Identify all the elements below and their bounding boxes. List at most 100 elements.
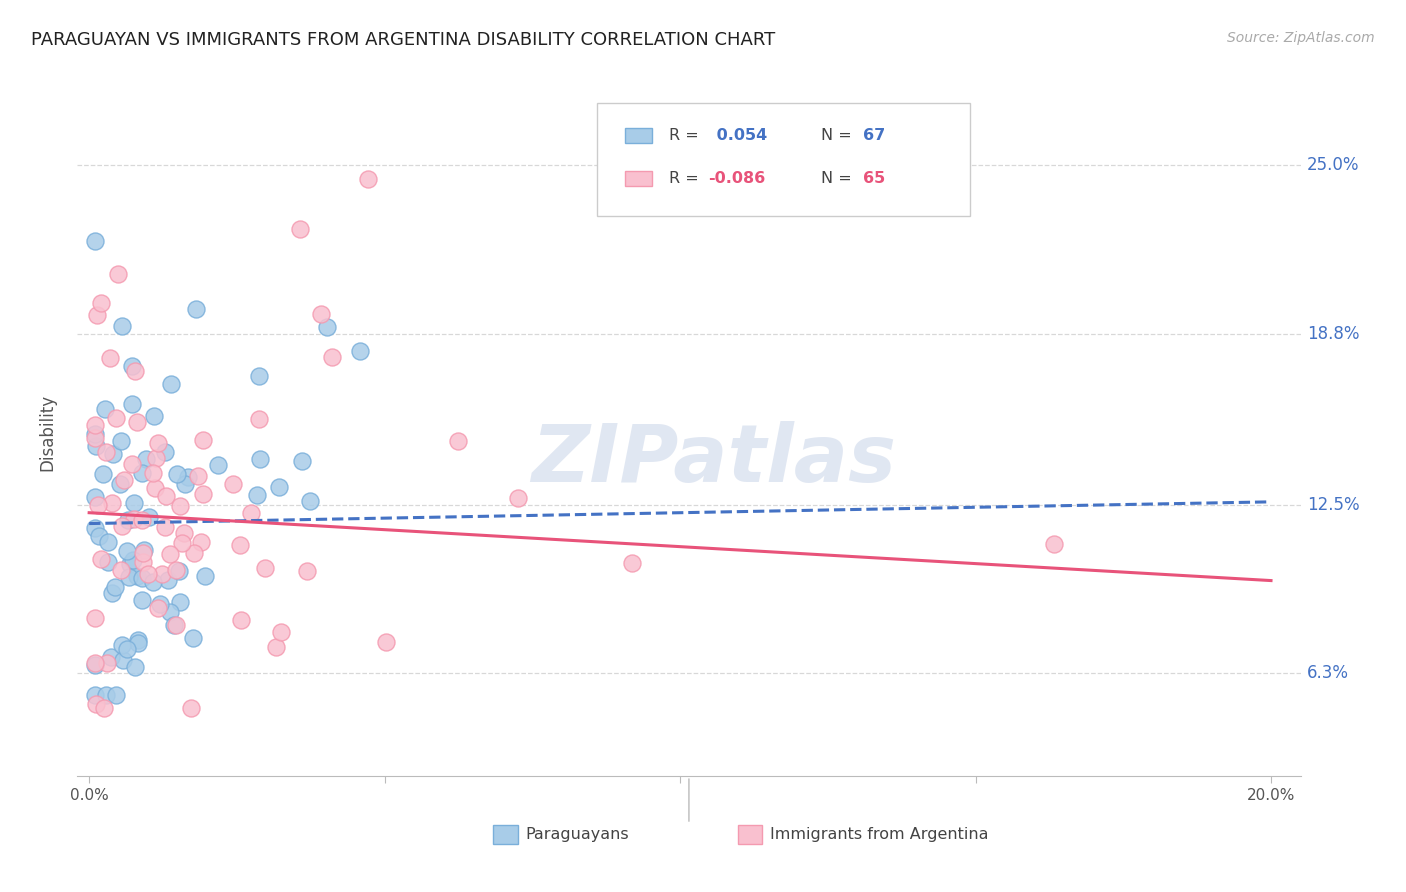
Point xyxy=(111,318,134,333)
Point xyxy=(620,556,643,570)
Point xyxy=(96,445,118,459)
Point xyxy=(104,580,127,594)
Point xyxy=(253,561,276,575)
Point xyxy=(84,611,107,625)
Point xyxy=(89,529,111,543)
Point xyxy=(112,473,135,487)
Point xyxy=(270,625,292,640)
Point xyxy=(249,451,271,466)
Point xyxy=(103,447,125,461)
Point xyxy=(125,415,148,429)
Point xyxy=(117,513,139,527)
Point xyxy=(124,659,146,673)
Point xyxy=(84,432,107,446)
Point xyxy=(176,469,198,483)
Text: 6.3%: 6.3% xyxy=(1306,664,1348,681)
Point xyxy=(94,401,117,416)
Point xyxy=(146,435,169,450)
Point xyxy=(84,697,107,711)
Point xyxy=(231,613,253,627)
Point xyxy=(90,552,112,566)
Point xyxy=(124,512,146,526)
Point xyxy=(291,454,314,468)
Point xyxy=(190,535,212,549)
Point xyxy=(120,558,142,572)
Point xyxy=(240,506,263,520)
Point xyxy=(1043,537,1066,551)
Point xyxy=(101,585,124,599)
Point xyxy=(100,650,122,665)
Point xyxy=(84,688,107,702)
Point xyxy=(149,597,172,611)
Point xyxy=(84,234,107,248)
Point xyxy=(84,657,107,672)
Point xyxy=(121,397,143,411)
Text: N =: N = xyxy=(821,171,856,186)
Point xyxy=(107,267,129,281)
Point xyxy=(84,521,107,535)
Point xyxy=(131,571,153,585)
Point xyxy=(84,491,107,505)
Point xyxy=(315,319,337,334)
Point xyxy=(96,688,118,702)
Point xyxy=(374,635,396,649)
Text: Source: ZipAtlas.com: Source: ZipAtlas.com xyxy=(1227,31,1375,45)
Text: R =: R = xyxy=(669,171,704,186)
Point xyxy=(321,350,343,364)
FancyBboxPatch shape xyxy=(598,103,970,216)
Point xyxy=(357,171,380,186)
Point xyxy=(132,546,155,560)
Point xyxy=(117,570,139,584)
Point xyxy=(247,412,270,426)
Point xyxy=(127,633,149,648)
Point xyxy=(349,344,371,359)
Point xyxy=(131,467,153,481)
Point xyxy=(84,417,107,432)
Point xyxy=(111,518,134,533)
Point xyxy=(131,513,153,527)
Text: 12.5%: 12.5% xyxy=(1306,496,1360,514)
Point xyxy=(145,451,167,466)
Point xyxy=(186,302,208,317)
Point xyxy=(165,618,187,632)
Point xyxy=(90,295,112,310)
Text: N =: N = xyxy=(821,128,856,143)
Point xyxy=(191,487,214,501)
Point xyxy=(121,552,143,566)
Point xyxy=(97,535,120,549)
Point xyxy=(93,701,115,715)
Point xyxy=(183,546,205,560)
Point xyxy=(264,640,287,654)
Point xyxy=(97,555,120,569)
Point xyxy=(104,688,127,702)
Point xyxy=(142,467,165,481)
Point xyxy=(155,489,177,503)
Point xyxy=(115,544,138,558)
Point xyxy=(111,638,134,652)
Point xyxy=(135,451,157,466)
Point xyxy=(121,457,143,471)
Text: Paraguayans: Paraguayans xyxy=(524,827,628,842)
Point xyxy=(295,564,318,578)
Point xyxy=(229,538,252,552)
Point xyxy=(180,701,202,715)
Point xyxy=(169,595,191,609)
Text: 65: 65 xyxy=(863,171,884,186)
Point xyxy=(127,636,149,650)
Point xyxy=(298,494,321,508)
Point xyxy=(166,467,188,481)
Point xyxy=(173,526,195,541)
Point xyxy=(162,617,184,632)
Point xyxy=(194,569,217,583)
Point xyxy=(131,592,153,607)
Text: R =: R = xyxy=(669,128,704,143)
Text: 67: 67 xyxy=(863,128,884,143)
Point xyxy=(145,481,167,495)
Point xyxy=(98,351,121,366)
Point xyxy=(159,376,181,391)
Point xyxy=(167,565,190,579)
Point xyxy=(110,434,132,449)
Y-axis label: Disability: Disability xyxy=(38,394,56,471)
FancyBboxPatch shape xyxy=(626,128,652,143)
Text: -0.086: -0.086 xyxy=(709,171,766,186)
